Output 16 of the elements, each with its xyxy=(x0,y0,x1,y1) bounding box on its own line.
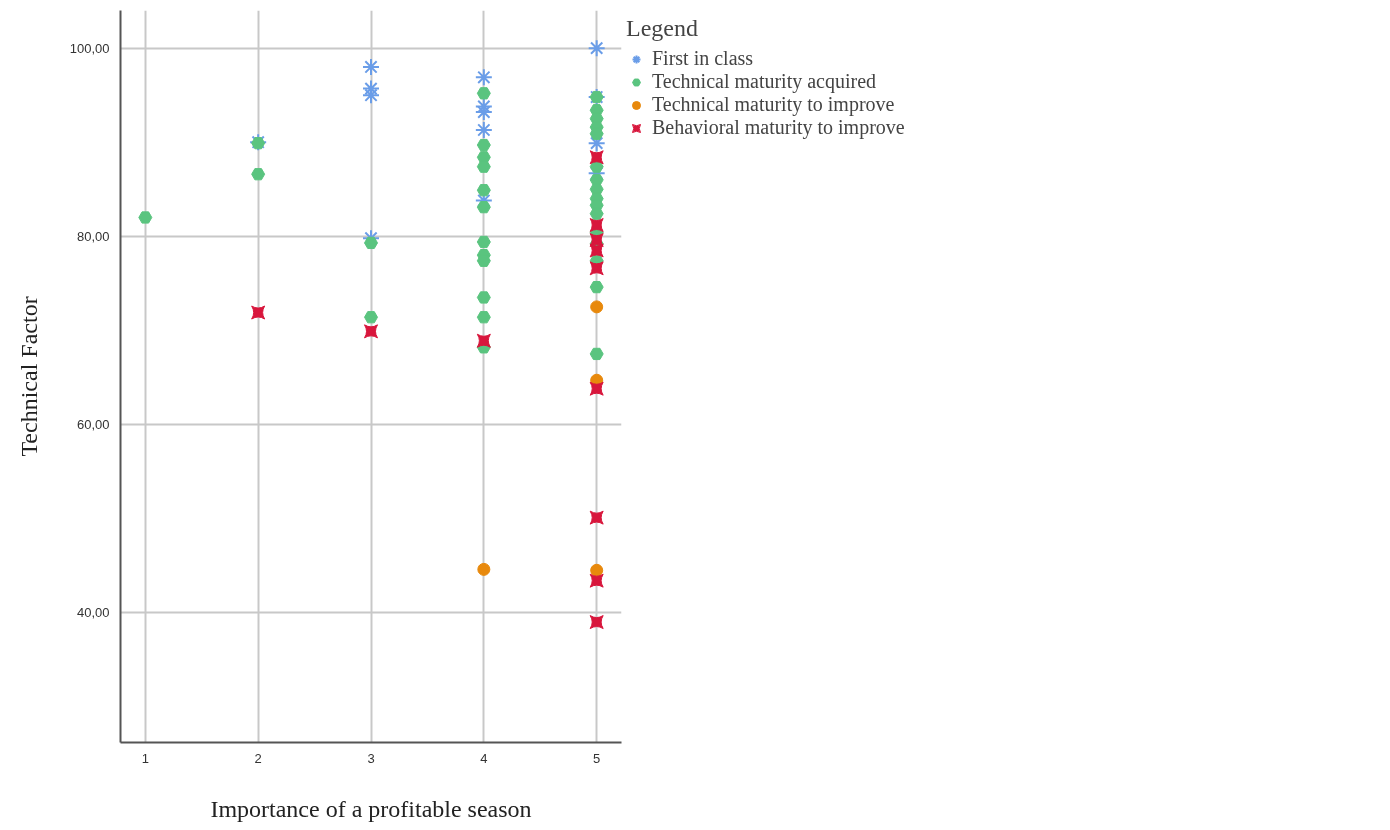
y-tick-label: 80,00 xyxy=(76,228,110,244)
legend-label: Technical maturity to improve xyxy=(652,93,895,116)
legend-label: First in class xyxy=(652,47,754,70)
x-tick-label: 4 xyxy=(480,750,488,766)
x-tick-label: 1 xyxy=(141,750,149,766)
y-axis-title: Technical Factor xyxy=(15,296,42,457)
legend-label: Behavioral maturity to improve xyxy=(652,116,905,139)
x-tick-label: 5 xyxy=(593,750,601,766)
y-tick-label: 40,00 xyxy=(76,605,110,621)
y-tick-label: 60,00 xyxy=(76,416,110,432)
x-axis-title: Importance of a profitable season xyxy=(210,795,532,822)
legend-title: Legend xyxy=(626,15,699,42)
x-tick-label: 3 xyxy=(367,750,375,766)
legend-label: Technical maturity acquired xyxy=(652,70,877,93)
y-tick-label: 100,00 xyxy=(69,40,110,56)
x-tick-label: 2 xyxy=(254,750,262,766)
